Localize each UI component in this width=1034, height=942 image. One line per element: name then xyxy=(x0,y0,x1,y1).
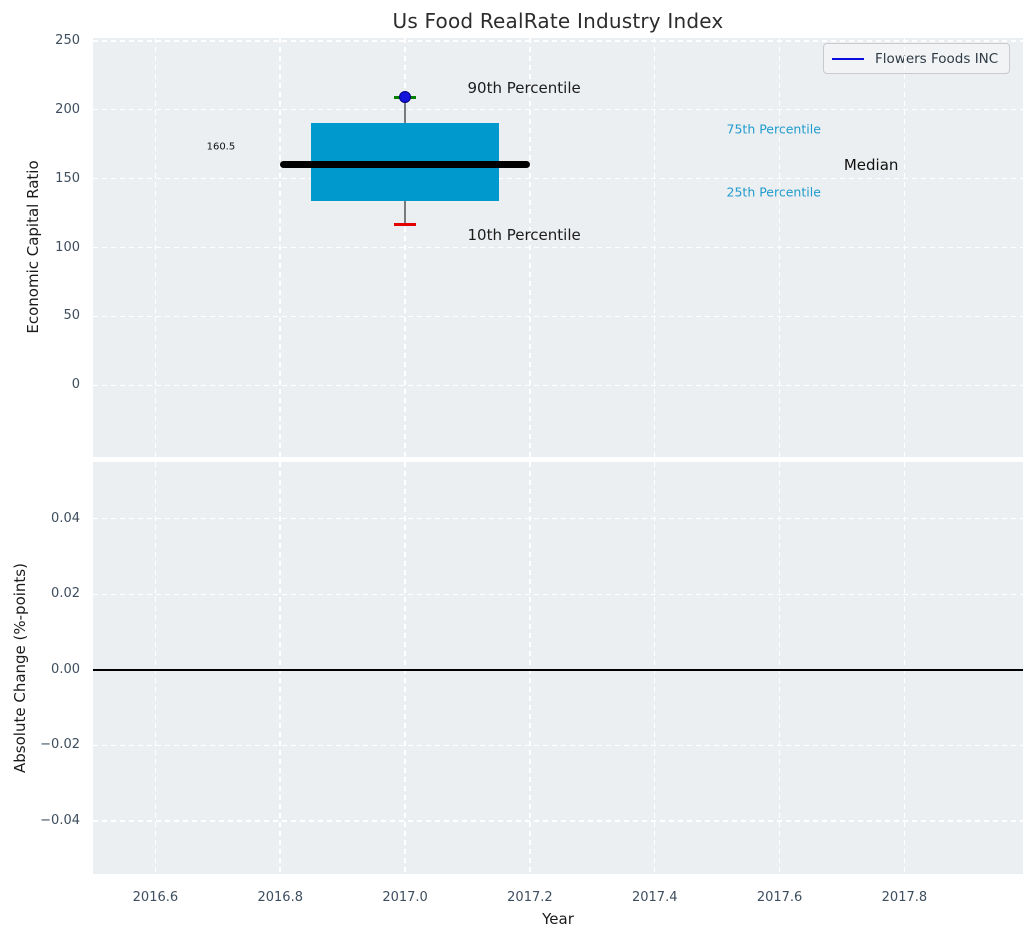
gridline-x xyxy=(778,462,781,874)
p10-percentile-label: 10th Percentile xyxy=(467,226,581,245)
gridline-y xyxy=(93,40,1023,42)
y-tick-label: 250 xyxy=(55,32,80,48)
p25-percentile-label: 25th Percentile xyxy=(726,184,821,200)
y-tick-label: 100 xyxy=(55,239,80,255)
y-tick-label: 200 xyxy=(55,101,80,117)
gridline-x xyxy=(279,462,281,874)
gridline-y xyxy=(93,246,1023,249)
y-tick-label: 150 xyxy=(55,170,80,186)
y-tick-label: 0 xyxy=(71,377,80,393)
y-tick-label: 0.02 xyxy=(51,586,80,602)
gridline-y xyxy=(93,593,1023,596)
x-tick-label: 2017.8 xyxy=(881,890,928,905)
gridline-y xyxy=(93,517,1023,520)
median-line xyxy=(280,160,530,168)
p75-percentile-label: 75th Percentile xyxy=(726,121,821,137)
legend: Flowers Foods INC xyxy=(823,43,1011,74)
y-tick-label: 0.04 xyxy=(51,510,80,526)
median-value-label: 160.5 xyxy=(206,141,236,153)
legend-label: Flowers Foods INC xyxy=(875,50,999,67)
x-tick-label: 2017.2 xyxy=(507,890,553,905)
gridline-y xyxy=(93,384,1023,387)
gridline-y xyxy=(93,108,1023,111)
gridline-y xyxy=(93,177,1023,180)
gridline-x xyxy=(903,462,906,874)
y-tick-label: −0.04 xyxy=(40,813,80,829)
chart-title: Us Food RealRate Industry Index xyxy=(392,9,724,33)
y-tick-label: 0.00 xyxy=(51,661,80,677)
zero-line xyxy=(93,669,1023,671)
flowers-foods-marker xyxy=(399,91,412,104)
x-axis-label: Year xyxy=(542,910,574,928)
gridline-x xyxy=(653,462,656,874)
x-tick-label: 2016.8 xyxy=(257,890,303,905)
median-label: Median xyxy=(843,155,899,174)
gridline-x xyxy=(404,462,406,874)
x-tick-label: 2017.6 xyxy=(756,890,803,905)
p10-cap xyxy=(393,222,417,226)
gridline-y xyxy=(93,820,1023,822)
gridline-y xyxy=(93,315,1023,318)
y-tick-label: 50 xyxy=(63,308,80,324)
legend-line-sample xyxy=(832,57,864,60)
gridline-x xyxy=(529,462,531,874)
x-tick-label: 2017.4 xyxy=(631,890,678,905)
x-tick-label: 2017.0 xyxy=(382,890,428,905)
x-tick-label: 2016.6 xyxy=(132,890,179,905)
y-tick-label: −0.02 xyxy=(40,737,80,753)
bottom-axes xyxy=(93,462,1023,874)
p90-percentile-label: 90th Percentile xyxy=(467,78,581,97)
gridline-x xyxy=(154,462,157,874)
gridline-y xyxy=(93,744,1023,747)
